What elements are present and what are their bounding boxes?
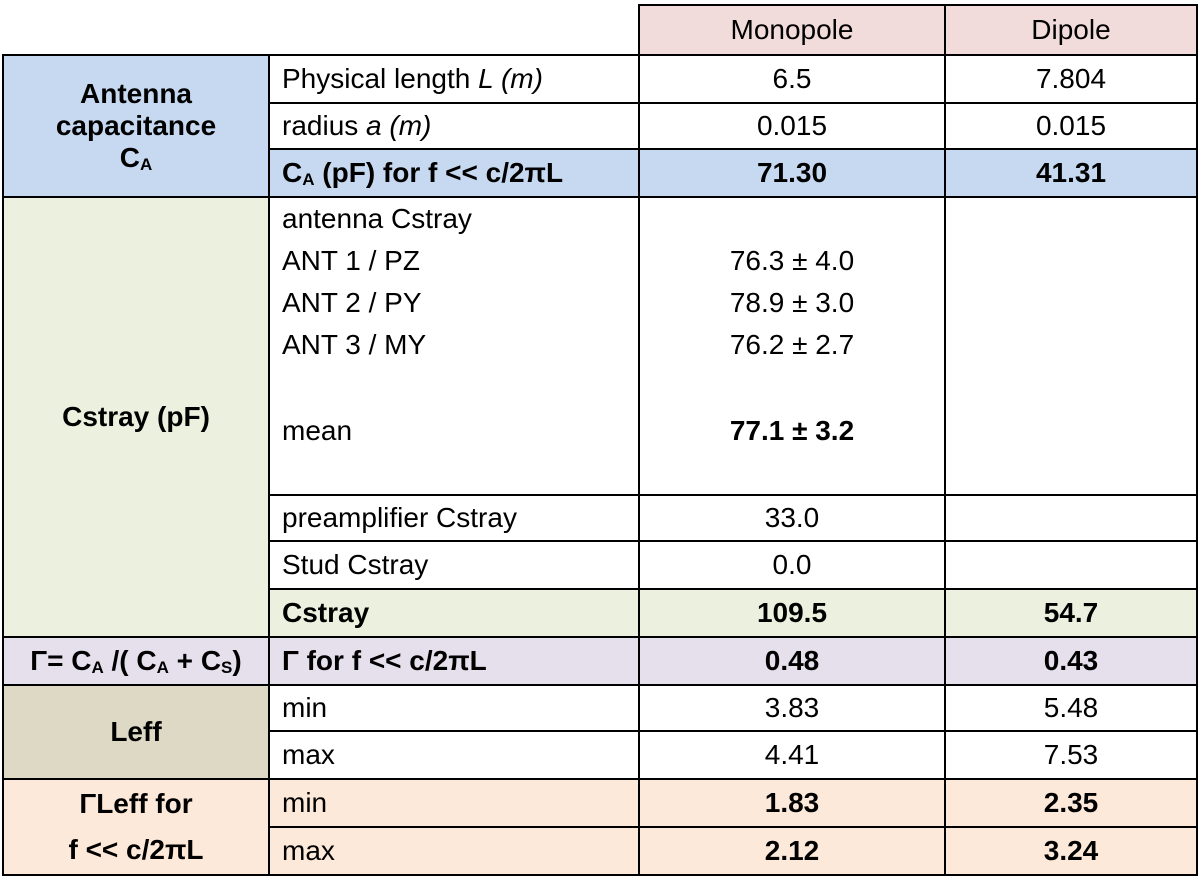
antenna-cstray-labels: antenna Cstray ANT 1 / PZ ANT 2 / PY ANT…: [268, 196, 640, 496]
mean-label: mean: [282, 415, 353, 446]
ant1-monopole: 76.3 ± 4.0: [729, 245, 855, 276]
header-corner: [3, 5, 640, 56]
radius-label: radius a (m): [268, 102, 640, 150]
cstray-total-label: Cstray: [268, 588, 640, 638]
physical-length-monopole: 6.5: [638, 54, 946, 104]
antenna-capacitance-symbol: CA: [119, 142, 153, 175]
preamp-cstray-dipole: [944, 494, 1198, 542]
antenna-cstray-heading: antenna Cstray: [282, 203, 472, 234]
gleff-max-monopole: 2.12: [638, 826, 946, 876]
ca-total-monopole: 71.30: [638, 148, 946, 198]
gleff-min-monopole: 1.83: [638, 778, 946, 828]
stud-cstray-monopole: 0.0: [638, 540, 946, 590]
leff-min-row: Leff min 3.83 5.48: [2, 684, 1198, 780]
preamp-cstray-row: preamplifier Cstray 33.0: [3, 494, 1198, 542]
radius-row: radius a (m) 0.015 0.015: [3, 102, 1198, 150]
header-row: Monopole Dipole: [3, 4, 1198, 56]
gleff-max-dipole: 3.24: [944, 826, 1198, 876]
antenna-capacitance-line2: capacitance: [55, 109, 217, 141]
ca-total-label: CA (pF) for f << c/2πL: [268, 148, 640, 198]
antenna-cstray-dipole: [944, 196, 1198, 496]
leff-max-label: max: [268, 730, 640, 780]
leff-max-dipole: 7.53: [944, 730, 1198, 780]
gamma-dipole: 0.43: [944, 636, 1198, 686]
mean-monopole: 77.1 ± 3.2: [729, 415, 855, 446]
leff-min-dipole: 5.48: [944, 684, 1198, 732]
ca-total-dipole: 41.31: [944, 148, 1198, 198]
radius-monopole: 0.015: [638, 102, 946, 150]
stud-cstray-dipole: [944, 540, 1198, 590]
preamp-cstray-label: preamplifier Cstray: [268, 494, 640, 542]
stud-cstray-row: Stud Cstray 0.0: [3, 540, 1198, 590]
preamp-cstray-monopole: 33.0: [638, 494, 946, 542]
physical-length-dipole: 7.804: [944, 54, 1198, 104]
header-dipole: Dipole: [944, 4, 1198, 56]
gleff-max-row: max 2.12 3.24: [3, 826, 1198, 876]
gleff-max-label: max: [268, 826, 640, 876]
leff-min-monopole: 3.83: [638, 684, 946, 732]
ant2-label: ANT 2 / PY: [282, 287, 422, 318]
gleff-group-line2: f << c/2πL: [68, 834, 204, 865]
antenna-capacitance-group: Antenna capacitance CA: [2, 54, 270, 198]
physical-length-label: Physical length L (m): [268, 54, 640, 104]
cstray-total-monopole: 109.5: [638, 588, 946, 638]
ant3-label: ANT 3 / MY: [282, 329, 427, 360]
ant3-monopole: 76.2 ± 2.7: [729, 329, 855, 360]
antenna-cstray-monopole: 76.3 ± 4.0 78.9 ± 3.0 76.2 ± 2.7 77.1 ± …: [638, 196, 946, 496]
gamma-row: Γ= CA /( CA + CS) Γ for f << c/2πL 0.48 …: [2, 636, 1198, 686]
antenna-cstray-row: Cstray (pF) antenna Cstray ANT 1 / PZ AN…: [2, 196, 1198, 638]
physical-length-row: Antenna capacitance CA Physical length L…: [2, 54, 1198, 198]
stud-cstray-label: Stud Cstray: [268, 540, 640, 590]
gleff-min-dipole: 2.35: [944, 778, 1198, 828]
antenna-capacitance-line1: Antenna: [80, 77, 192, 109]
cstray-total-row: Cstray 109.5 54.7: [3, 588, 1198, 638]
gamma-monopole: 0.48: [638, 636, 946, 686]
cstray-total-dipole: 54.7: [944, 588, 1198, 638]
leff-group: Leff: [2, 684, 270, 780]
leff-min-label: min: [268, 684, 640, 732]
antenna-cstray-heading-spacer: [640, 198, 944, 240]
leff-max-row: max 4.41 7.53: [3, 730, 1198, 780]
header-monopole: Monopole: [638, 4, 946, 56]
gleff-min-row: ΓLeff for f << c/2πL min 1.83 2.35: [2, 778, 1198, 876]
gleff-group-line1: ΓLeff for: [79, 787, 193, 819]
gleff-min-label: min: [268, 778, 640, 828]
gleff-group: ΓLeff for f << c/2πL: [2, 778, 270, 876]
antenna-parameters-table: Monopole Dipole Antenna capacitance CA P…: [2, 4, 1198, 876]
ant2-monopole: 78.9 ± 3.0: [729, 287, 855, 318]
ca-total-row: CA (pF) for f << c/2πL 71.30 41.31: [3, 148, 1198, 198]
radius-dipole: 0.015: [944, 102, 1198, 150]
gamma-label: Γ for f << c/2πL: [268, 636, 640, 686]
ant1-label: ANT 1 / PZ: [282, 245, 420, 276]
cstray-group: Cstray (pF): [2, 196, 270, 638]
leff-max-monopole: 4.41: [638, 730, 946, 780]
gamma-group: Γ= CA /( CA + CS): [2, 636, 270, 686]
